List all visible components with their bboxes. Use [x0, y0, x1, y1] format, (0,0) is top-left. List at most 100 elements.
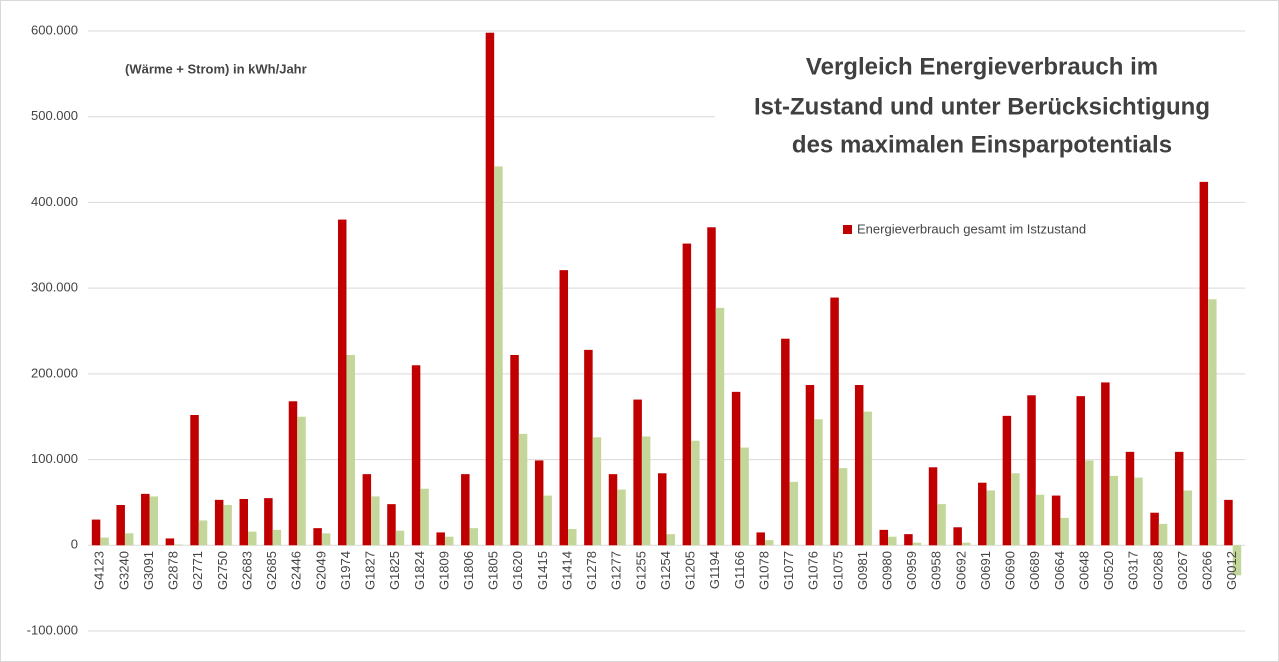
bar: [313, 528, 322, 546]
bar: [288, 401, 298, 546]
bar: [91, 519, 101, 546]
x-tick-label: G1974: [338, 551, 353, 590]
bar: [707, 227, 716, 546]
bar: [387, 504, 396, 546]
bar: [756, 532, 765, 546]
bar: [838, 468, 848, 546]
x-tick-label: G1824: [412, 551, 427, 590]
bar: [781, 338, 790, 546]
bar: [141, 493, 150, 546]
y-tick-label: 600.000: [31, 22, 78, 37]
bar: [1084, 460, 1094, 546]
bar: [1125, 451, 1135, 546]
bar: [248, 531, 257, 546]
x-tick-label: G1277: [609, 551, 624, 590]
bar: [666, 534, 675, 546]
bar: [395, 530, 405, 546]
x-tick-label: G1194: [707, 551, 722, 589]
bar: [1150, 512, 1159, 546]
bar: [346, 355, 355, 546]
bar: [124, 533, 134, 546]
bar: [1208, 299, 1217, 546]
bar: [444, 536, 454, 546]
bar: [321, 533, 331, 546]
x-tick-label: G0958: [929, 551, 944, 590]
chart-title: des maximalen Einsparpotentials: [792, 131, 1172, 158]
bar: [411, 365, 421, 546]
x-tick-label: G0689: [1027, 551, 1042, 590]
bar: [691, 440, 700, 546]
bar: [978, 482, 987, 546]
bar: [461, 474, 470, 546]
bar: [264, 498, 273, 546]
bar: [165, 538, 175, 546]
bar: [174, 544, 183, 546]
bar: [928, 467, 938, 546]
bar: [1060, 517, 1069, 546]
x-tick-label: G2683: [239, 551, 254, 590]
bar: [764, 540, 774, 546]
x-tick-label: G0266: [1200, 551, 1215, 590]
x-tick-label: G1078: [756, 551, 771, 590]
bar: [485, 32, 495, 546]
bar: [337, 219, 347, 546]
x-tick-label: G0692: [953, 551, 968, 590]
bar: [469, 528, 479, 546]
x-tick-label: G1076: [806, 551, 821, 590]
x-tick-label: G1806: [461, 551, 476, 590]
bar: [1002, 415, 1012, 546]
bar: [1076, 396, 1085, 546]
bar: [912, 542, 922, 546]
x-tick-label: G1254: [658, 551, 673, 590]
x-tick-label: G0520: [1101, 551, 1116, 590]
bar: [223, 505, 232, 546]
x-tick-label: G1805: [486, 551, 501, 590]
x-tick-label: G1827: [363, 551, 378, 590]
bar: [559, 270, 569, 546]
x-tick-label: G1278: [584, 551, 599, 590]
bar: [888, 536, 897, 546]
x-tick-label: G0980: [879, 551, 894, 590]
bar: [814, 419, 823, 546]
x-tick-label: G1415: [535, 551, 550, 590]
bar: [830, 297, 839, 546]
bar: [1224, 499, 1233, 546]
x-tick-label: G1809: [436, 551, 451, 590]
y-tick-label: 100.000: [31, 451, 78, 466]
x-tick-label: G2685: [264, 551, 279, 590]
bar: [1174, 451, 1184, 546]
bar: [518, 433, 528, 546]
x-tick-label: G3240: [116, 551, 131, 590]
x-tick-label: G0268: [1150, 551, 1165, 590]
x-tick-label: G2771: [190, 551, 205, 590]
y-tick-label: 300.000: [31, 280, 78, 295]
bar: [1101, 382, 1110, 546]
bar: [879, 529, 889, 546]
chart-title: Ist-Zustand und unter Berücksichtigung: [754, 93, 1210, 120]
x-tick-label: G0691: [978, 551, 993, 590]
bar: [116, 505, 125, 546]
bar: [420, 488, 429, 546]
bar: [986, 490, 996, 546]
bar: [436, 532, 445, 546]
y-tick-label: 500.000: [31, 108, 78, 123]
x-tick-label: G1166: [732, 551, 747, 589]
bar: [1109, 475, 1119, 546]
bar: [534, 460, 544, 546]
bar: [617, 489, 626, 546]
bar: [239, 499, 249, 546]
x-tick-label: G2878: [166, 551, 181, 590]
bar: [1035, 494, 1045, 546]
bar: [272, 529, 282, 546]
bar: [1199, 181, 1209, 546]
x-tick-label: G0267: [1175, 551, 1190, 590]
bar: [937, 504, 946, 546]
x-tick-label: G0981: [855, 551, 870, 590]
bar: [149, 496, 159, 546]
bar: [198, 520, 208, 546]
bar: [789, 481, 799, 546]
x-tick-label: G1620: [510, 551, 525, 590]
x-tick-label: G1255: [633, 551, 648, 590]
bar: [568, 529, 577, 546]
x-tick-label: G1205: [683, 551, 698, 590]
